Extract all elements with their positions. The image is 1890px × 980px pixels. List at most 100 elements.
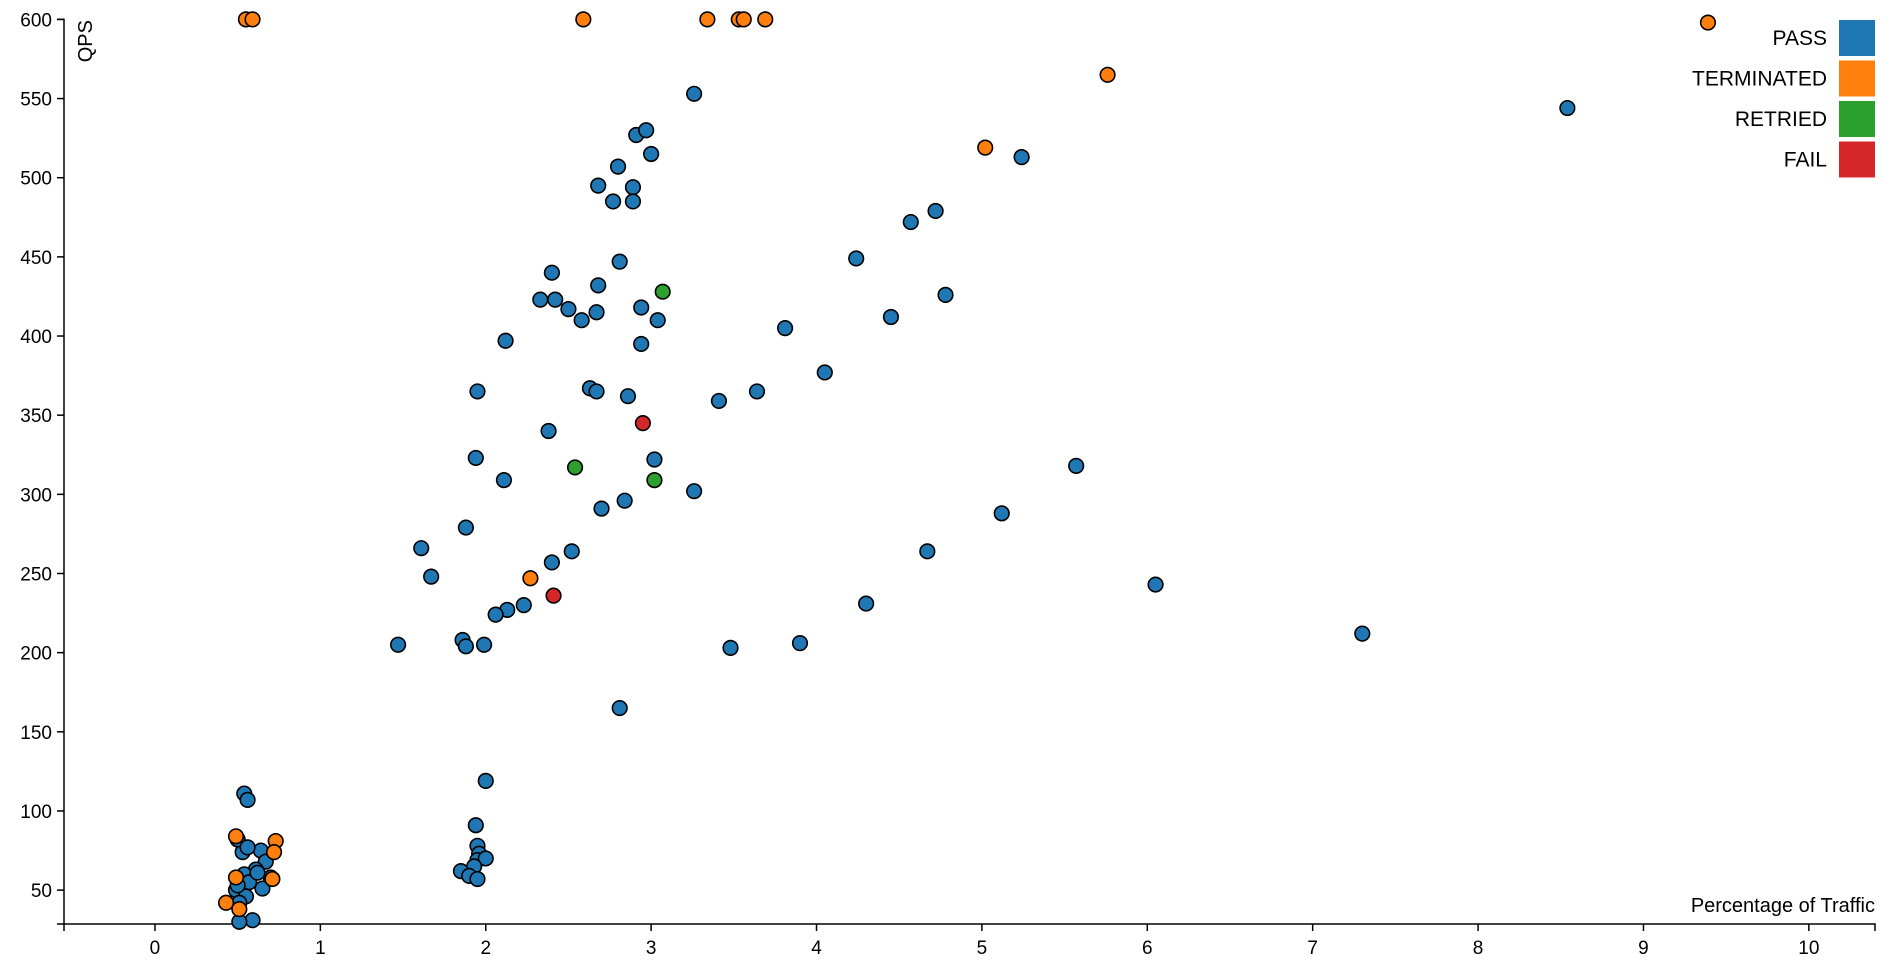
data-point-pass xyxy=(515,597,532,614)
data-point-terminated xyxy=(244,11,261,28)
data-point-terminated xyxy=(1699,14,1717,31)
data-point-retried xyxy=(654,283,671,300)
data-point-pass xyxy=(1559,99,1576,117)
data-point-pass xyxy=(563,543,580,560)
y-tick-label: 350 xyxy=(20,406,52,427)
data-point-pass xyxy=(560,301,577,318)
legend-item-pass: PASS xyxy=(1773,20,1875,56)
x-tick: 4 xyxy=(811,924,822,959)
data-point-pass xyxy=(993,505,1010,522)
data-point-pass xyxy=(590,277,607,294)
data-point-pass xyxy=(469,870,486,888)
y-tick: 350 xyxy=(20,406,64,427)
data-point-terminated xyxy=(227,828,245,845)
data-point-pass xyxy=(413,540,430,557)
data-point-pass xyxy=(457,638,474,655)
x-tick-label: 7 xyxy=(1307,938,1318,959)
data-point-pass xyxy=(1068,457,1085,474)
x-tick-label: 0 xyxy=(150,938,161,959)
legend: PASS TERMINATED RETRIED FAIL xyxy=(1692,20,1875,178)
x-tick-label: 10 xyxy=(1798,938,1819,959)
data-point-pass xyxy=(467,817,484,834)
data-point-pass xyxy=(937,286,954,303)
data-point-pass xyxy=(686,483,703,500)
data-point-retried xyxy=(646,471,663,489)
data-point-pass xyxy=(616,492,633,509)
data-point-pass xyxy=(239,839,256,856)
data-point-terminated xyxy=(264,870,281,888)
data-point-pass xyxy=(611,699,628,717)
data-point-pass xyxy=(611,253,628,270)
data-points xyxy=(217,11,1717,930)
y-tick-label: 50 xyxy=(31,881,52,902)
data-point-pass xyxy=(389,636,407,653)
data-point-pass xyxy=(710,392,728,410)
data-point-pass xyxy=(573,312,590,329)
x-tick-label: 4 xyxy=(811,938,822,959)
data-point-pass xyxy=(254,880,271,897)
y-tick-label: 200 xyxy=(20,644,52,665)
data-point-pass xyxy=(477,850,494,867)
y-tick-label: 600 xyxy=(20,10,52,31)
y-tick-label: 100 xyxy=(20,802,52,823)
data-point-terminated xyxy=(735,11,752,28)
x-tick: 10 xyxy=(1798,924,1819,959)
x-tick: 3 xyxy=(646,924,656,959)
x-tick-label: 8 xyxy=(1473,938,1484,959)
x-tick-label: 2 xyxy=(480,938,491,959)
x-tick-label: 5 xyxy=(977,938,988,959)
data-point-pass xyxy=(423,568,440,585)
data-point-retried xyxy=(566,459,584,476)
x-axis: 0 1 2 3 4 5 6 7 8 9 10 xyxy=(63,923,1876,959)
data-point-terminated xyxy=(217,894,235,911)
data-point-terminated xyxy=(231,901,248,918)
data-point-pass xyxy=(624,179,642,196)
data-point-pass xyxy=(927,202,944,220)
x-tick-label: 9 xyxy=(1638,938,1649,959)
data-point-pass xyxy=(487,606,504,623)
data-point-pass xyxy=(646,451,663,468)
x-tick: 9 xyxy=(1638,924,1649,959)
data-point-terminated xyxy=(575,11,592,28)
y-tick-label: 550 xyxy=(20,90,52,111)
data-point-terminated xyxy=(522,570,539,587)
y-tick-label: 150 xyxy=(20,723,52,744)
x-tick: 6 xyxy=(1142,924,1153,959)
y-axis: 50 100 150 200 250 300 350 400 450 500 550 600 xyxy=(20,10,65,925)
data-point-pass xyxy=(593,500,610,517)
data-point-pass xyxy=(244,912,261,929)
data-point-pass xyxy=(609,158,627,175)
data-point-pass xyxy=(249,864,266,881)
data-point-pass xyxy=(590,177,607,194)
data-point-pass xyxy=(1354,625,1371,642)
data-point-pass xyxy=(791,635,809,652)
data-point-pass xyxy=(475,636,493,653)
y-tick-label: 400 xyxy=(20,327,52,348)
data-point-terminated xyxy=(1099,66,1116,83)
data-point-pass xyxy=(902,213,919,231)
data-point-pass xyxy=(604,193,622,210)
data-point-pass xyxy=(633,335,650,353)
data-point-pass xyxy=(588,383,605,400)
y-tick: 200 xyxy=(20,644,64,665)
x-tick: 8 xyxy=(1473,924,1484,959)
data-point-pass xyxy=(547,291,564,308)
x-tick: 0 xyxy=(150,924,161,959)
data-point-pass xyxy=(816,364,833,381)
y-tick: 150 xyxy=(20,723,64,744)
x-tick: 7 xyxy=(1307,924,1318,959)
legend-label: FAIL xyxy=(1784,149,1827,172)
data-point-pass xyxy=(497,332,514,349)
y-axis-label: QPS xyxy=(75,20,97,62)
x-tick: 2 xyxy=(480,924,491,959)
data-point-pass xyxy=(776,320,794,337)
data-point-pass xyxy=(722,639,739,657)
y-tick-label: 500 xyxy=(20,169,52,190)
data-point-pass xyxy=(457,519,474,536)
y-tick: 100 xyxy=(20,802,64,823)
data-point-terminated xyxy=(757,11,774,28)
data-point-pass xyxy=(686,85,703,102)
data-point-pass xyxy=(588,304,605,321)
data-point-pass xyxy=(633,299,650,316)
